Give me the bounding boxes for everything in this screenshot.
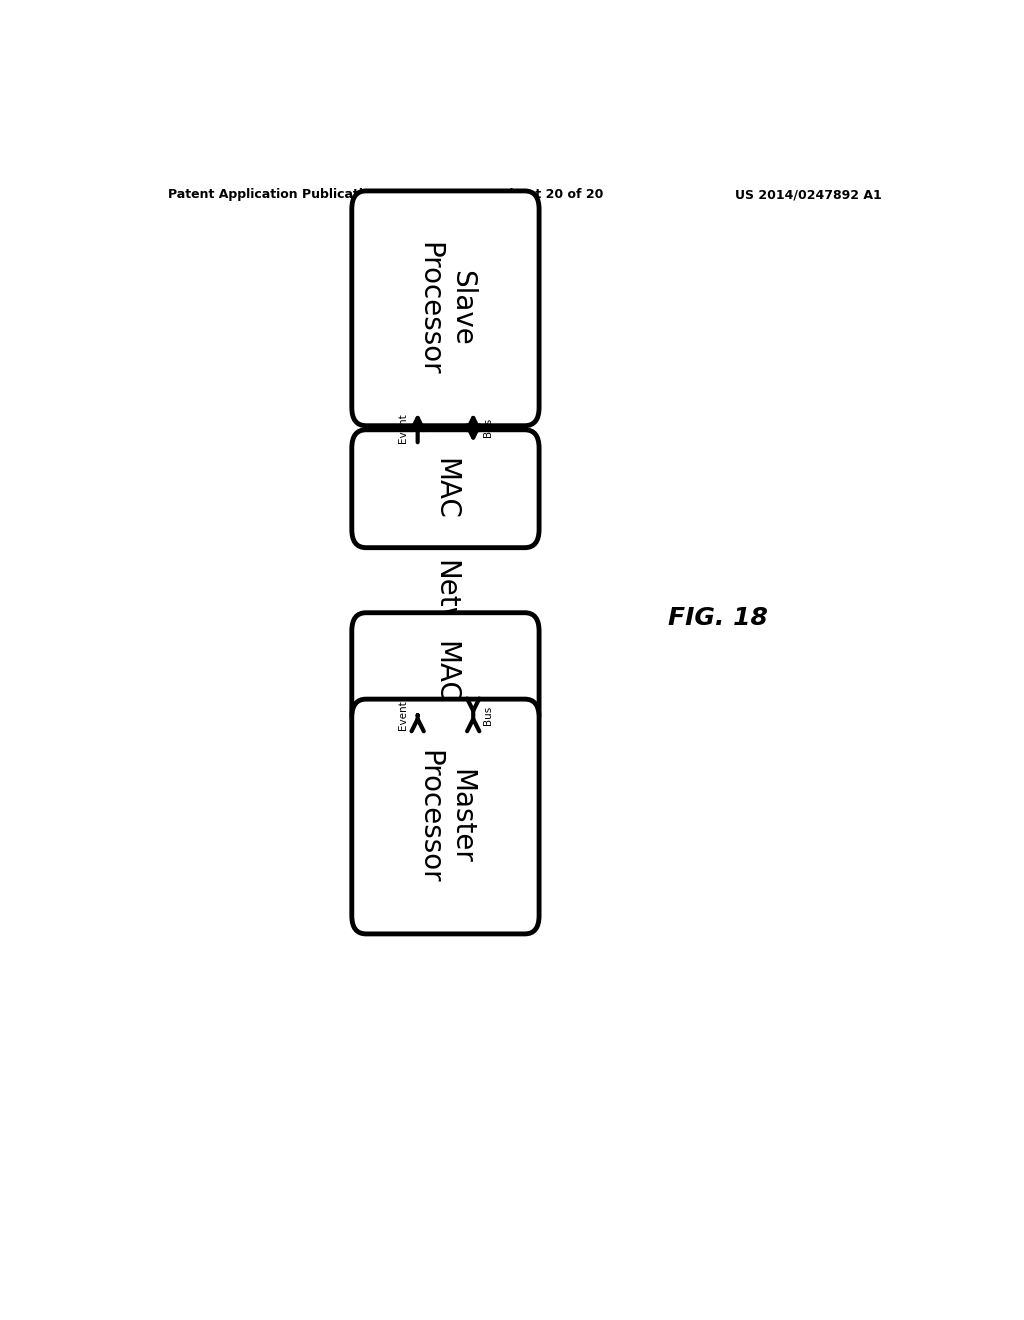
Text: FIG. 18: FIG. 18 bbox=[668, 606, 768, 630]
FancyBboxPatch shape bbox=[352, 191, 539, 426]
FancyBboxPatch shape bbox=[352, 612, 539, 731]
Text: Slave
Processor: Slave Processor bbox=[416, 242, 475, 375]
Text: US 2014/0247892 A1: US 2014/0247892 A1 bbox=[735, 189, 882, 202]
Text: MAC: MAC bbox=[431, 458, 460, 520]
Text: Patent Application Publication: Patent Application Publication bbox=[168, 189, 380, 202]
Text: Bus: Bus bbox=[482, 705, 493, 725]
Text: Event: Event bbox=[398, 700, 409, 730]
Text: Sep. 4, 2014   Sheet 20 of 20: Sep. 4, 2014 Sheet 20 of 20 bbox=[398, 189, 603, 202]
Text: Master
Processor: Master Processor bbox=[416, 750, 475, 883]
Text: Bus: Bus bbox=[482, 418, 493, 437]
Text: MAC: MAC bbox=[431, 640, 460, 702]
FancyBboxPatch shape bbox=[352, 700, 539, 935]
FancyBboxPatch shape bbox=[352, 430, 539, 548]
Text: Event: Event bbox=[398, 413, 409, 442]
Text: Network: Network bbox=[431, 560, 460, 676]
